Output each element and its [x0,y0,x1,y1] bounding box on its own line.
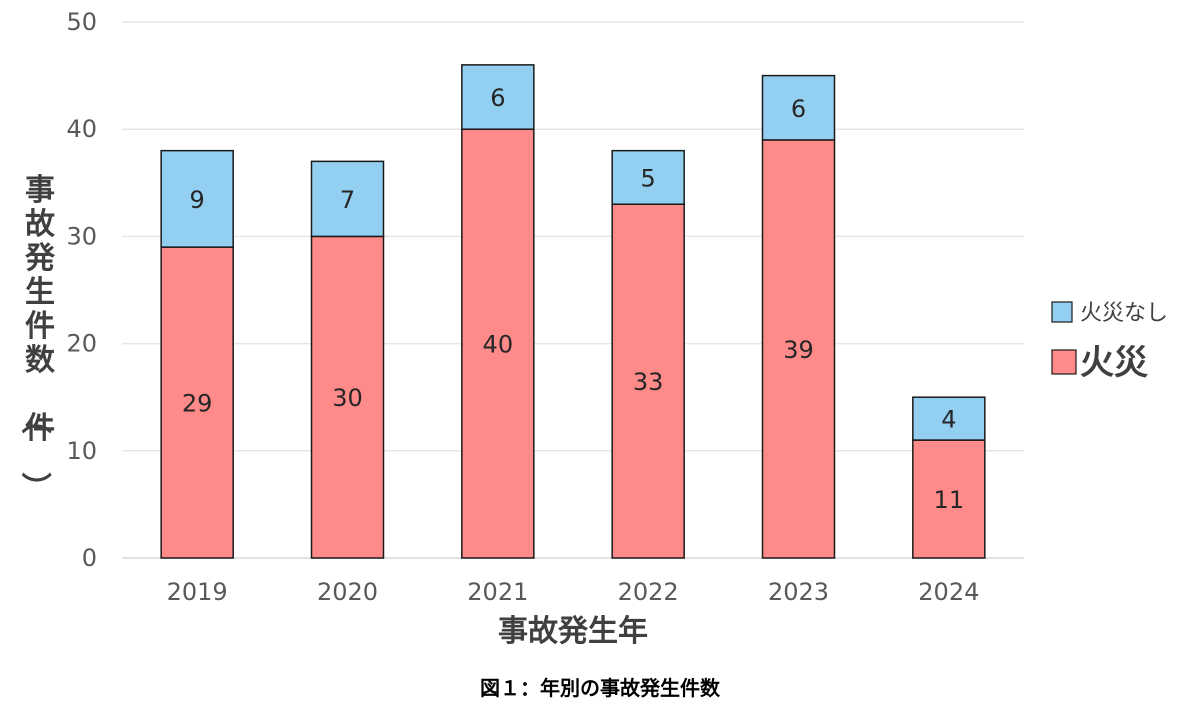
data-label: 7 [340,186,355,214]
data-label: 5 [641,164,656,192]
bar-segment [761,74,836,141]
x-axis-ticks: 2019 2020 2021 2022 2023 2024 [167,578,980,606]
figure-caption: 図１：年別の事故発生件数 [480,676,720,700]
legend-label: 火災なし [1080,301,1168,326]
bar-segment [160,246,234,559]
bar-segment [461,64,535,130]
y-tick-label: 10 [66,437,97,465]
x-tick-label: 2022 [618,578,679,606]
x-tick-label: 2024 [918,578,979,606]
x-tick-label: 2020 [317,578,378,606]
y-axis-label: 事故発生件数（件） [17,173,56,502]
y-tick-label: 30 [66,222,97,250]
data-label: 11 [934,486,965,514]
bar-segment [611,203,685,559]
y-tick-label: 50 [66,8,97,36]
data-label: 9 [190,186,205,214]
bar-segment [310,160,385,238]
bar-segment [761,139,836,559]
bar-segment [611,149,685,205]
data-label: 4 [941,406,956,434]
y-tick-label: 0 [82,544,97,572]
bar-segment [310,235,385,559]
data-label: 29 [182,390,213,418]
x-tick-label: 2019 [167,578,228,606]
x-tick-label: 2021 [467,578,528,606]
data-label: 40 [483,331,514,359]
y-tick-label: 40 [66,115,97,143]
legend-swatch [1051,301,1073,323]
gridlines [122,21,1024,559]
legend-swatch [1051,349,1077,375]
bar-segment [912,396,986,441]
x-axis-label: 事故発生年 [498,614,648,649]
y-axis-ticks: 0 10 20 30 40 50 [66,8,97,572]
legend-label: 火災 [1080,343,1148,383]
data-label: 39 [783,336,814,364]
bar-segment [912,439,986,559]
x-tick-label: 2023 [768,578,829,606]
bars: 29 9 30 7 40 6 33 5 39 6 11 4 [160,64,986,559]
data-label: 33 [633,368,664,396]
y-tick-label: 20 [66,330,97,358]
data-label: 6 [490,84,505,112]
bar-segment [461,128,535,559]
data-label: 6 [791,95,806,123]
data-label: 30 [332,384,363,412]
bar-segment [160,149,234,248]
